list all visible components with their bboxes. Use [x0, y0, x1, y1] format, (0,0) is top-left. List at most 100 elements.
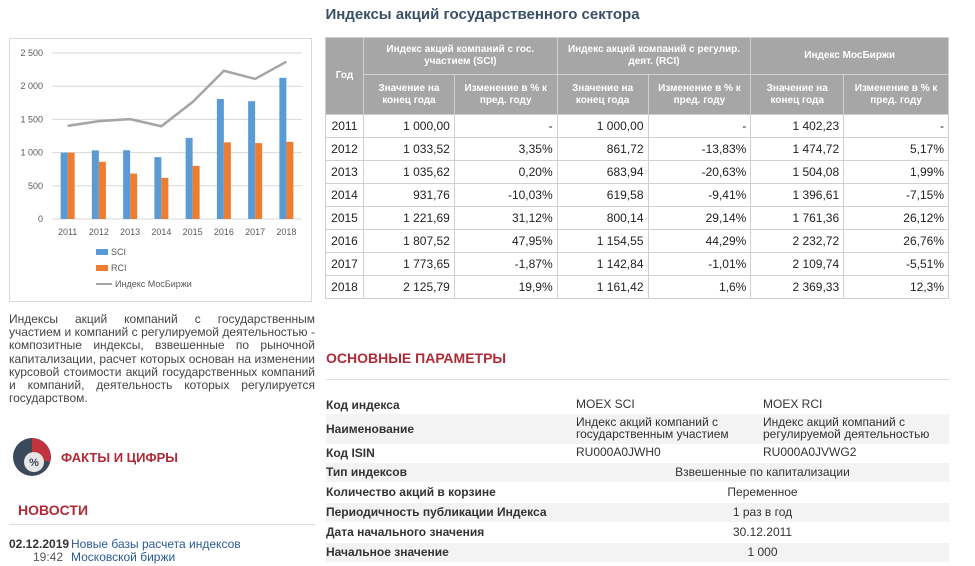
param-value: 30.12.2011: [732, 525, 793, 539]
group-header-sci: Индекс акций компаний с гос. участием (S…: [362, 37, 558, 75]
news-item[interactable]: 02.12.2019 Новые базы расчета индексов 19…: [9, 538, 241, 564]
table-row: 2016 1 807,52 47,95% 1 154,55 44,29% 2 232,72…: [325, 229, 949, 253]
change-cell: 19,9%: [453, 275, 558, 299]
change-cell: -: [647, 114, 752, 138]
year-cell: 2013: [325, 160, 364, 184]
value-cell: 1 161,42: [556, 275, 649, 299]
year-cell: 2011: [325, 114, 364, 138]
year-cell: 2016: [325, 229, 364, 253]
year-cell: 2012: [325, 137, 364, 161]
param-row-code: Код индекса MOEX SCI MOEX RCI: [326, 397, 949, 414]
param-value: Переменное: [727, 485, 798, 499]
bar-rci-2016: [223, 142, 231, 219]
value-cell: 2 125,79: [362, 275, 455, 299]
x-tick-label: 2011: [58, 227, 77, 237]
value-cell: 800,14: [556, 206, 649, 230]
value-cell: 2 369,33: [750, 275, 845, 299]
param-value-sci: Индекс акций компаний с государственным …: [576, 416, 729, 440]
bar-sci-2014: [154, 157, 162, 219]
moex-index-line: [67, 60, 287, 128]
param-label: Дата начального значения: [326, 525, 485, 539]
table-row: 2011 1 000,00-1 000,00-1 402,23-: [325, 114, 949, 138]
change-cell: 3,35%: [453, 137, 558, 161]
param-label: Начальное значение: [326, 545, 449, 559]
param-row-name: Наименование Индекс акций компаний с гос…: [326, 414, 949, 444]
change-cell: -20,63%: [647, 160, 752, 184]
y-tick-label: 0: [38, 214, 43, 224]
legend-swatch-rci: [96, 265, 108, 271]
news-time: 19:42: [32, 550, 63, 564]
param-value-sci-line2: государственным участием: [576, 427, 729, 441]
change-cell: -: [843, 114, 949, 138]
group-header-rci: Индекс акций компаний с регулир. деят. (…: [556, 37, 752, 75]
bar-sci-2017: [248, 101, 256, 219]
table-row: 2018 2 125,79 19,9% 1 161,42 1,6% 2 369,33 12,…: [325, 275, 949, 299]
value-cell: 2 232,72: [750, 229, 845, 253]
table-row: 2014 931,76 -10,03% 619,58 -9,41% 1 396,61 -7,…: [325, 183, 949, 207]
bar-rci-2014: [161, 177, 169, 219]
bar-rci-2018: [286, 141, 294, 219]
year-cell: 2015: [325, 206, 364, 230]
param-row-frequency: Периодичность публикации Индекса 1 раз в…: [326, 503, 949, 522]
index-chart: 0 500 1 000 1 500 2 000 2 500 2011 2012 2013 2014…: [9, 38, 312, 302]
bar-rci-2015: [192, 165, 200, 219]
param-value-rci: RU000A0JVWG2: [763, 445, 857, 459]
y-tick-label: 1 000: [20, 148, 43, 158]
table-row: 2013 1 035,62 0,20% 683,94 -20,63% 1 504,08 1,…: [325, 160, 949, 184]
change-cell: -7,15%: [843, 183, 949, 207]
value-cell: 931,76: [362, 183, 455, 207]
param-value-rci-line2: регулируемой деятельностью: [763, 427, 930, 441]
change-cell: -5,51%: [843, 252, 949, 276]
facts-link[interactable]: % ФАКТЫ И ЦИФРЫ: [12, 437, 178, 477]
table-row: 2015 1 221,69 31,12% 800,14 29,14% 1 761,36 26…: [325, 206, 949, 230]
param-value-rci: MOEX RCI: [763, 397, 823, 411]
change-cell: 47,95%: [453, 229, 558, 253]
group-header-moex: Индекс МосБиржи: [750, 37, 949, 75]
sub-header-value: Значение на конец года: [556, 74, 649, 115]
legend-label-rci: RCI: [111, 263, 127, 273]
change-cell: -10,03%: [453, 183, 558, 207]
value-cell: 1 807,52: [362, 229, 455, 253]
param-value-sci: MOEX SCI: [576, 397, 635, 411]
year-cell: 2014: [325, 183, 364, 207]
value-cell: 1 773,65: [362, 252, 455, 276]
change-cell: -1,01%: [647, 252, 752, 276]
legend-swatch-sci: [96, 249, 108, 255]
param-row-start-value: Начальное значение 1 000: [326, 543, 949, 562]
params-heading: ОСНОВНЫЕ ПАРАМЕТРЫ: [326, 350, 507, 366]
param-row-isin: Код ISIN RU000A0JWH0 RU000A0JVWG2: [326, 444, 949, 462]
news-date: 02.12.2019: [9, 537, 70, 551]
bar-sci-2012: [91, 150, 99, 219]
bar-sci-2018: [279, 77, 287, 219]
param-row-type: Тип индексов Взвешенные по капитализации: [326, 463, 949, 482]
news-divider: [9, 524, 315, 525]
param-value: Взвешенные по капитализации: [675, 465, 850, 479]
change-cell: 29,14%: [647, 206, 752, 230]
value-cell: 1 402,23: [750, 114, 845, 138]
param-value: 1 раз в год: [732, 505, 793, 519]
bar-sci-2013: [123, 150, 131, 219]
facts-label: ФАКТЫ И ЦИФРЫ: [61, 449, 178, 465]
value-cell: 1 142,84: [556, 252, 649, 276]
sub-header-change: Изменение в % к пред. году: [843, 74, 949, 115]
value-cell: 1 396,61: [750, 183, 845, 207]
param-label: Периодичность публикации Индекса: [326, 505, 547, 519]
x-tick-label: 2018: [276, 227, 296, 237]
y-tick-label: 1 500: [20, 114, 43, 124]
change-cell: -: [453, 114, 558, 138]
param-value-rci-line1: Индекс акций компаний с: [763, 415, 906, 429]
y-tick-label: 500: [28, 181, 43, 191]
page-title: Индексы акций государственного сектора: [325, 6, 640, 23]
index-values-table: Год Индекс акций компаний с гос. участие…: [325, 37, 949, 299]
change-cell: 31,12%: [453, 206, 558, 230]
news-link-line2[interactable]: Московской биржи: [71, 550, 176, 564]
table-row: 2012 1 033,52 3,35% 861,72 -13,83% 1 474,72 5,…: [325, 137, 949, 161]
news-link-line1[interactable]: Новые базы расчета индексов: [71, 537, 241, 551]
legend-item-sci: SCI: [96, 244, 192, 260]
param-value: 1 000: [747, 545, 778, 559]
bar-sci-2015: [185, 137, 193, 219]
x-tick-label: 2012: [89, 227, 109, 237]
x-tick-label: 2016: [214, 227, 234, 237]
param-label: Наименование: [326, 422, 415, 436]
value-cell: 1 000,00: [556, 114, 649, 138]
